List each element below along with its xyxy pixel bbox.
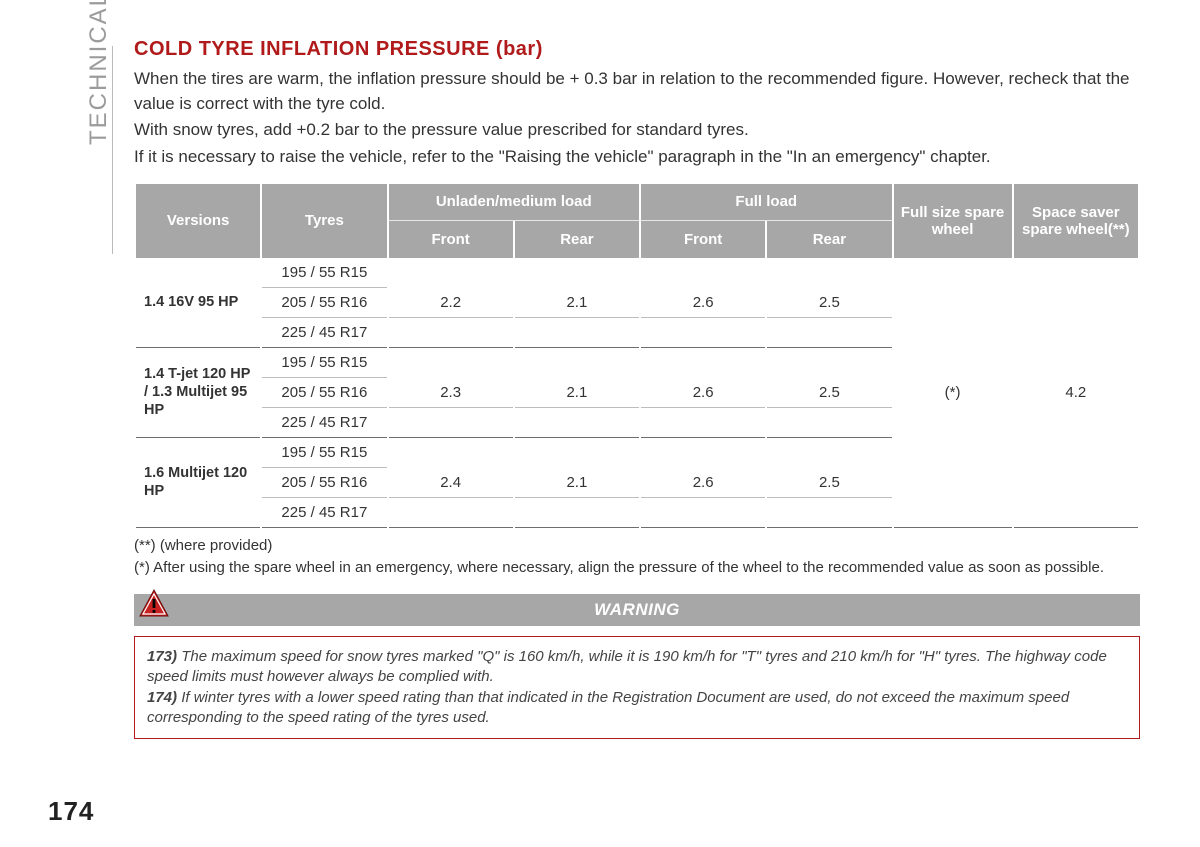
cell-tyre: 225 / 45 R17 (262, 498, 386, 528)
warning-box: 173) The maximum speed for snow tyres ma… (134, 636, 1140, 739)
cell-empty (515, 438, 639, 468)
cell-empty (389, 348, 513, 378)
warning-item-2: 174) If winter tyres with a lower speed … (147, 688, 1127, 729)
cell-value: 2.2 (389, 288, 513, 318)
cell-empty (515, 258, 639, 288)
th-unladen-front: Front (389, 221, 513, 257)
cell-version: 1.6 Multijet 120 HP (136, 438, 260, 528)
table-row: 1.4 16V 95 HP195 / 55 R15(*)4.2 (136, 258, 1138, 288)
cell-tyre: 205 / 55 R16 (262, 468, 386, 498)
cell-tyre: 195 / 55 R15 (262, 348, 386, 378)
cell-value: 2.4 (389, 468, 513, 498)
cell-empty (767, 438, 891, 468)
cell-value: 2.5 (767, 378, 891, 408)
cell-empty (641, 258, 765, 288)
th-unladen: Unladen/medium load (389, 184, 640, 222)
cell-empty (641, 408, 765, 438)
warning-icon (138, 588, 170, 620)
cell-empty (767, 408, 891, 438)
warning-item-1: 173) The maximum speed for snow tyres ma… (147, 647, 1127, 688)
cell-tyre: 195 / 55 R15 (262, 438, 386, 468)
cell-version: 1.4 16V 95 HP (136, 258, 260, 348)
cell-tyre: 225 / 45 R17 (262, 318, 386, 348)
th-unladen-rear: Rear (515, 221, 639, 257)
cell-value: 2.5 (767, 288, 891, 318)
warning-label: WARNING (594, 600, 680, 619)
cell-empty (389, 258, 513, 288)
cell-tyre: 205 / 55 R16 (262, 288, 386, 318)
cell-empty (515, 408, 639, 438)
cell-empty (389, 318, 513, 348)
cell-empty (641, 498, 765, 528)
cell-empty (515, 318, 639, 348)
footnote-1: (**) (where provided) (134, 536, 1140, 556)
th-full: Full load (641, 184, 892, 222)
th-spare-full: Full size spare wheel (894, 184, 1012, 258)
cell-empty (767, 348, 891, 378)
cell-value: 2.6 (641, 288, 765, 318)
cell-tyre: 225 / 45 R17 (262, 408, 386, 438)
th-full-front: Front (641, 221, 765, 257)
cell-empty (641, 348, 765, 378)
cell-value: 2.5 (767, 468, 891, 498)
th-full-rear: Rear (767, 221, 891, 257)
cell-value: 2.6 (641, 468, 765, 498)
cell-version: 1.4 T-jet 120 HP / 1.3 Multijet 95 HP (136, 348, 260, 438)
page-number: 174 (48, 796, 94, 827)
cell-empty (515, 498, 639, 528)
intro-para-1: When the tires are warm, the inflation p… (134, 67, 1140, 116)
cell-tyre: 205 / 55 R16 (262, 378, 386, 408)
cell-empty (389, 408, 513, 438)
cell-spare-full: (*) (894, 258, 1012, 528)
warning-heading: WARNING (134, 594, 1140, 626)
cell-empty (389, 438, 513, 468)
page-content: COLD TYRE INFLATION PRESSURE (bar) When … (134, 38, 1140, 739)
cell-value: 2.1 (515, 288, 639, 318)
cell-value: 2.1 (515, 378, 639, 408)
th-tyres: Tyres (262, 184, 386, 258)
section-label: TECHNICAL DATA (85, 0, 113, 145)
cell-spare-saver: 4.2 (1014, 258, 1138, 528)
footnote-2: (*) After using the spare wheel in an em… (134, 558, 1140, 578)
cell-empty (389, 498, 513, 528)
intro-para-3: If it is necessary to raise the vehicle,… (134, 145, 1140, 170)
cell-empty (767, 498, 891, 528)
sidebar-rule (112, 46, 113, 254)
cell-empty (767, 258, 891, 288)
cell-value: 2.3 (389, 378, 513, 408)
cell-empty (515, 348, 639, 378)
cell-value: 2.1 (515, 468, 639, 498)
footnotes: (**) (where provided) (*) After using th… (134, 528, 1140, 579)
cell-value: 2.6 (641, 378, 765, 408)
cell-empty (767, 318, 891, 348)
cell-empty (641, 438, 765, 468)
th-spare-saver: Space saver spare wheel(**) (1014, 184, 1138, 258)
page-title: COLD TYRE INFLATION PRESSURE (bar) (134, 38, 1140, 61)
cell-empty (641, 318, 765, 348)
pressure-table: Versions Tyres Unladen/medium load Full … (134, 184, 1140, 528)
intro-para-2: With snow tyres, add +0.2 bar to the pre… (134, 118, 1140, 143)
cell-tyre: 195 / 55 R15 (262, 258, 386, 288)
th-versions: Versions (136, 184, 260, 258)
